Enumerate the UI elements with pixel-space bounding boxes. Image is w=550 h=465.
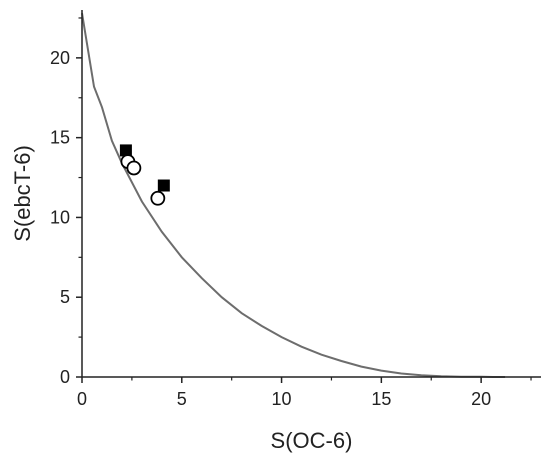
data-point-circle [126, 160, 142, 176]
y-tick-label: 5 [60, 287, 70, 307]
x-tick-label: 10 [272, 389, 292, 409]
data-point-square [119, 144, 132, 157]
x-axis-label: S(OC-6) [271, 428, 353, 453]
data-point-circle [150, 190, 166, 206]
x-tick-label: 5 [177, 389, 187, 409]
x-axis-ticks: 0 5 10 15 20 [77, 377, 532, 409]
data-markers [119, 144, 170, 206]
data-point-square [157, 179, 170, 192]
x-tick-label: 20 [471, 389, 491, 409]
y-tick-label: 10 [50, 207, 70, 227]
y-tick-label: 20 [50, 48, 70, 68]
boundary-curve [81, 13, 506, 378]
y-axis-label: S(ebcT-6) [10, 145, 35, 242]
x-tick-label: 15 [371, 389, 391, 409]
plot-area [81, 13, 506, 378]
y-tick-label: 15 [50, 128, 70, 148]
x-tick-label: 0 [77, 389, 87, 409]
y-axis-ticks: 0 5 10 15 20 [50, 17, 82, 387]
y-tick-label: 0 [60, 367, 70, 387]
